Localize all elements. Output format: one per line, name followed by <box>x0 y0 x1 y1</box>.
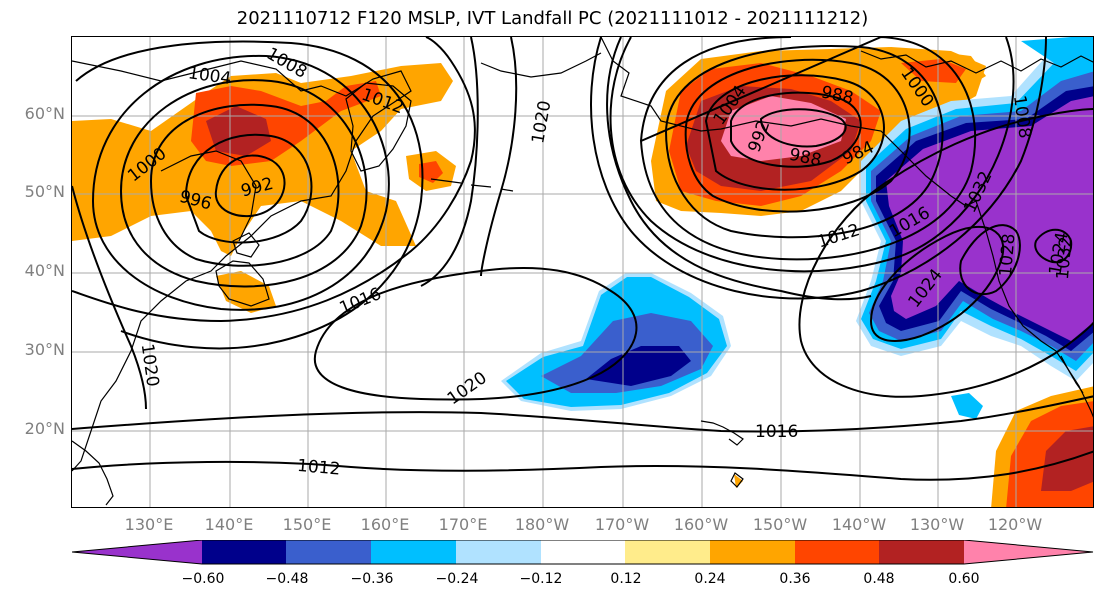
colorbar-tick-2: −0.48 <box>265 571 309 587</box>
lat-label-60: 60°N <box>24 104 65 123</box>
clabel-1016-south: 1016 <box>755 422 798 442</box>
colorbar-seg-5 <box>541 540 625 564</box>
coast-hawaii <box>700 420 744 446</box>
contour-1016-south <box>72 395 1093 433</box>
contour-1012-ak <box>590 37 1047 300</box>
colorbar-seg-2 <box>286 540 371 564</box>
clabel-1020-pacific: 1020 <box>444 368 491 409</box>
lon-label-140e: 140°E <box>204 515 254 534</box>
colorbar-seg-0 <box>72 540 202 564</box>
contour-1028 <box>959 224 1021 296</box>
contour-1020-north <box>480 37 518 277</box>
map-title: 2021110712 F120 MSLP, IVT Landfall PC (2… <box>236 8 869 29</box>
colorbar-tick-7: 0.24 <box>694 571 726 587</box>
map-canvas: 1004 1008 1012 1000 996 992 1020 1016 10… <box>72 37 1093 507</box>
contour-1000 <box>149 103 340 267</box>
map-panel: 1004 1008 1012 1000 996 992 1020 1016 10… <box>71 36 1094 508</box>
lat-label-30: 30°N <box>24 340 65 359</box>
colorbar-seg-7 <box>710 540 795 564</box>
coast-kamchatka <box>345 82 412 172</box>
contour-988 <box>730 91 862 168</box>
shade-darkred-se <box>1041 426 1093 491</box>
clabel-1032-na: 1032 <box>1053 236 1077 281</box>
lon-label-120w: 120°W <box>987 515 1043 534</box>
contour-1020-pacific <box>313 266 638 401</box>
contour-992-ak <box>704 74 885 191</box>
colorbar-seg-1 <box>202 540 286 564</box>
colorbar-tick-9: 0.48 <box>863 571 895 587</box>
colorbar-tick-8: 0.36 <box>779 571 811 587</box>
colorbar-tick-10: 0.60 <box>948 571 980 587</box>
coast-asia <box>72 60 412 472</box>
coast-hawaii-big <box>730 472 744 488</box>
ivt-shading <box>72 37 1093 507</box>
contour-996 <box>184 133 313 244</box>
contour-1024 <box>869 226 1005 342</box>
contour-1016 <box>72 37 476 323</box>
colorbar-seg-4 <box>456 540 541 564</box>
clabel-1028: 1028 <box>996 233 1020 278</box>
clabel-1012-ak: 1012 <box>815 220 862 252</box>
lon-label-180w: 180°W <box>514 515 570 534</box>
colorbar <box>72 540 1094 565</box>
contour-1012-asia <box>75 40 424 350</box>
contour-1008 <box>91 54 390 311</box>
lon-label-130w: 130°W <box>909 515 965 534</box>
coast-alaska <box>600 37 977 207</box>
lat-label-40: 40°N <box>24 261 65 280</box>
lat-label-50: 50°N <box>24 182 65 201</box>
contour-996-ak <box>684 58 911 213</box>
shade-darkred-okhotsk <box>206 106 271 156</box>
contour-1000-ak <box>664 45 944 239</box>
lon-label-170w: 170°W <box>594 515 650 534</box>
contour-1004 <box>119 79 368 288</box>
shade-red-sakhalin <box>419 161 443 183</box>
coast-japan <box>215 260 270 307</box>
clabel-1020-west: 1020 <box>137 342 163 388</box>
contour-984 <box>759 108 847 148</box>
shade-pink-alaska <box>721 96 846 161</box>
lon-label-170e: 170°E <box>438 515 488 534</box>
colorbar-seg-3 <box>371 540 456 564</box>
contour-1004-ak <box>639 37 977 261</box>
contour-1012-south <box>72 450 1093 481</box>
clabel-1012-south: 1012 <box>296 456 341 480</box>
lon-label-130e: 130°E <box>124 515 174 534</box>
colorbar-seg-10 <box>964 540 1093 564</box>
lon-label-150w: 150°W <box>752 515 808 534</box>
colorbar-seg-6 <box>625 540 710 564</box>
clabel-1016-asia: 1016 <box>337 284 385 319</box>
contour-1008-ak <box>609 37 1015 273</box>
colorbar-seg-8 <box>795 540 879 564</box>
coast-aleutians <box>430 178 514 192</box>
coast-hokkaido <box>232 232 260 258</box>
contour-1020-na <box>798 108 1093 398</box>
contour-992 <box>214 154 286 218</box>
mslp-contours <box>72 37 1093 481</box>
colorbar-tick-4: −0.24 <box>435 571 479 587</box>
colorbar-tick-6: 0.12 <box>610 571 642 587</box>
contour-1020-asia <box>72 185 147 410</box>
clabel-1020-north: 1020 <box>528 99 555 145</box>
colorbar-seg-9 <box>879 540 964 564</box>
coast-bering <box>480 52 602 78</box>
lon-label-160w: 160°W <box>673 515 729 534</box>
colorbar-tick-1: −0.60 <box>181 571 225 587</box>
coast-islands-sw <box>72 440 114 506</box>
shade-red-yukon <box>901 59 966 83</box>
lon-label-150e: 150°E <box>282 515 332 534</box>
shade-orange-hawaii <box>734 474 743 488</box>
colorbar-outline <box>72 540 1094 565</box>
contour-1032-a <box>1034 228 1073 264</box>
colorbar-tick-5: −0.12 <box>519 571 563 587</box>
shade-skyblue-bc <box>951 393 983 419</box>
lat-label-20: 20°N <box>24 419 65 438</box>
coast-baja <box>1060 355 1084 394</box>
lon-label-140w: 140°W <box>831 515 887 534</box>
shade-skyblue-coast <box>1021 37 1093 76</box>
coast-canada-islands <box>860 50 1093 74</box>
shade-navy-pacific <box>586 346 691 386</box>
lon-label-160e: 160°E <box>360 515 410 534</box>
colorbar-tick-3: −0.36 <box>350 571 394 587</box>
